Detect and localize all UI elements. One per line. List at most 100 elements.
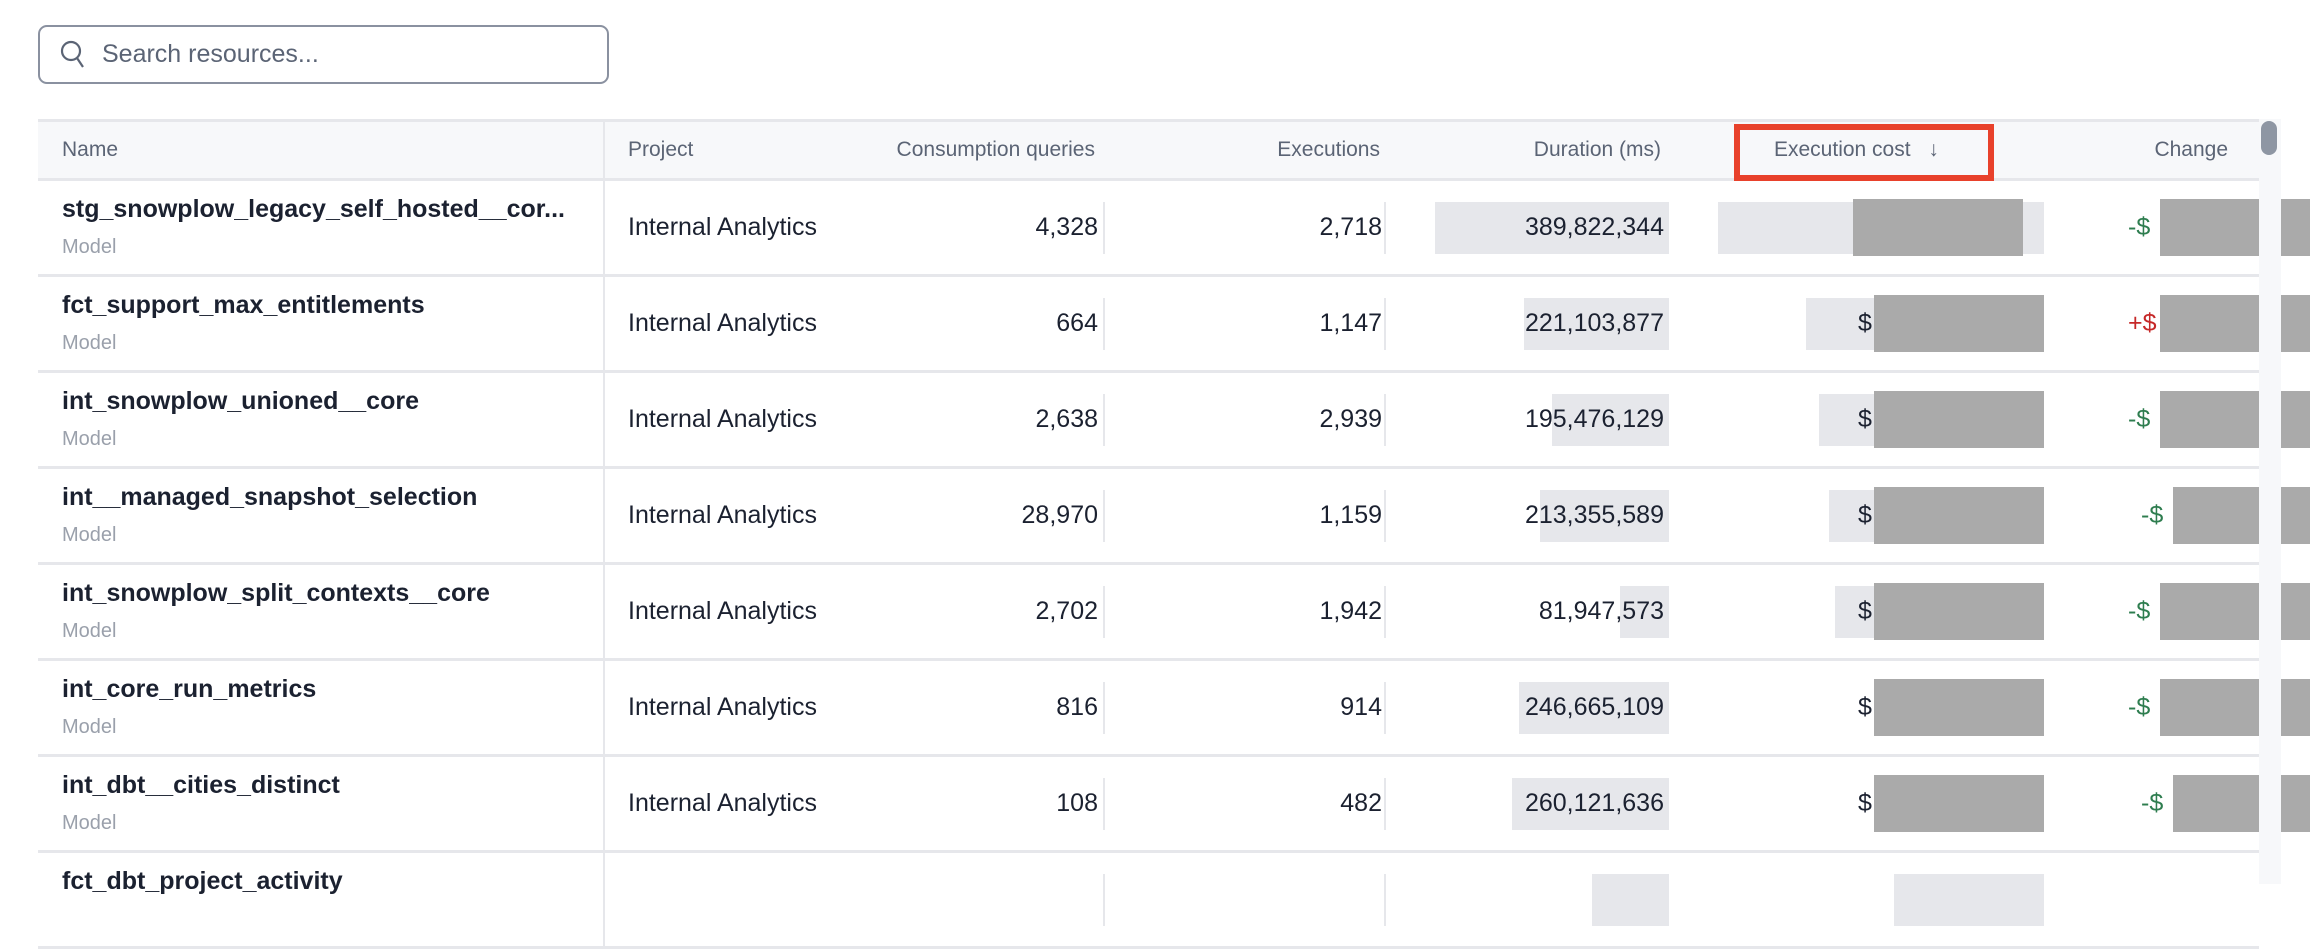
change-cell: -$ — [2128, 405, 2151, 433]
resource-name[interactable]: stg_snowplow_legacy_self_hosted__cor... — [62, 195, 565, 223]
resource-name[interactable]: fct_dbt_project_activity — [62, 867, 343, 895]
executions-cell: 1,159 — [1319, 501, 1382, 529]
column-header-executions[interactable]: Executions — [1277, 138, 1380, 161]
resource-type: Model — [62, 812, 117, 834]
executions-bar — [1384, 202, 1386, 254]
consumption-queries-cell: 816 — [1056, 693, 1098, 721]
redacted-value — [1874, 295, 2044, 352]
redacted-value — [2173, 775, 2310, 832]
execution-cost-cell: $ — [1858, 789, 1872, 817]
resources-table: Name Project Consumption queries Executi… — [38, 119, 2310, 949]
column-divider — [603, 853, 605, 946]
redacted-value — [2160, 391, 2310, 448]
redacted-value — [2160, 199, 2310, 256]
duration-bar — [1512, 778, 1669, 830]
consumption-bar — [1103, 298, 1105, 350]
table-row[interactable]: fct_support_max_entitlements Model Interna… — [38, 277, 2310, 373]
redacted-value — [2173, 487, 2310, 544]
change-cell: -$ — [2128, 693, 2151, 721]
sort-descending-icon: ↓ — [1928, 138, 1939, 161]
duration-bar — [1619, 586, 1669, 638]
resource-name[interactable]: fct_support_max_entitlements — [62, 291, 425, 319]
scrollbar-track[interactable] — [2259, 119, 2281, 884]
consumption-queries-cell: 4,328 — [1035, 213, 1098, 241]
project-cell: Internal Analytics — [628, 789, 817, 817]
table-body: stg_snowplow_legacy_self_hosted__cor... M… — [38, 181, 2310, 949]
duration-bar — [1523, 298, 1669, 350]
column-divider — [603, 757, 605, 850]
table-row[interactable]: int_dbt__cities_distinct Model Internal An… — [38, 757, 2310, 853]
scrollbar-thumb[interactable] — [2261, 121, 2277, 155]
column-divider — [603, 373, 605, 466]
project-cell: Internal Analytics — [628, 405, 817, 433]
consumption-bar — [1103, 778, 1105, 830]
resource-type: Model — [62, 524, 117, 546]
project-cell: Internal Analytics — [628, 213, 817, 241]
consumption-queries-cell: 2,638 — [1035, 405, 1098, 433]
search-box[interactable] — [38, 25, 609, 84]
executions-bar — [1384, 586, 1386, 638]
project-cell: Internal Analytics — [628, 501, 817, 529]
consumption-queries-cell: 108 — [1056, 789, 1098, 817]
change-cell: +$ — [2128, 309, 2157, 337]
search-icon — [60, 40, 84, 68]
change-cell: -$ — [2141, 789, 2164, 817]
resource-name[interactable]: int_core_run_metrics — [62, 675, 317, 703]
table-row[interactable]: int_snowplow_split_contexts__core Model In… — [38, 565, 2310, 661]
redacted-value — [1874, 391, 2044, 448]
search-input[interactable] — [100, 39, 574, 70]
table-row[interactable]: int__managed_snapshot_selection Model Inte… — [38, 469, 2310, 565]
column-header-execution-cost[interactable]: Execution cost ↓ — [1774, 122, 1939, 178]
sort-highlight-box — [1734, 124, 1994, 181]
column-header-execution-cost-label: Execution cost — [1774, 138, 1911, 161]
table-row[interactable]: int_core_run_metrics Model Internal Analyt… — [38, 661, 2310, 757]
column-header-duration[interactable]: Duration (ms) — [1533, 138, 1661, 161]
execution-cost-cell: $ — [1858, 693, 1872, 721]
cost-bar — [1894, 874, 2044, 926]
execution-cost-cell: $ — [1858, 597, 1872, 625]
duration-cell: 221,103,877 — [1524, 309, 1664, 337]
duration-cell: 213,355,589 — [1524, 501, 1664, 529]
executions-cell: 2,718 — [1319, 213, 1382, 241]
executions-cell — [1138, 853, 1382, 946]
column-divider — [603, 565, 605, 658]
consumption-bar — [1103, 394, 1105, 446]
resource-type: Model — [62, 236, 117, 258]
executions-bar — [1384, 490, 1386, 542]
resource-type: Model — [62, 332, 117, 354]
consumption-bar — [1103, 490, 1105, 542]
executions-cell: 1,942 — [1319, 597, 1382, 625]
executions-cell: 482 — [1340, 789, 1382, 817]
duration-cell: 195,476,129 — [1524, 405, 1664, 433]
column-header-consumption-queries[interactable]: Consumption queries — [896, 138, 1095, 161]
project-cell: Internal Analytics — [628, 597, 817, 625]
duration-bar — [1435, 202, 1669, 254]
consumption-queries-cell: 2,702 — [1035, 597, 1098, 625]
column-header-change[interactable]: Change — [2154, 138, 2228, 161]
column-header-project[interactable]: Project — [628, 138, 694, 161]
table-row[interactable]: int_snowplow_unioned__core Model Internal … — [38, 373, 2310, 469]
duration-cell: 246,665,109 — [1524, 693, 1664, 721]
redacted-value — [1853, 199, 2023, 256]
duration-bar — [1540, 490, 1669, 542]
consumption-queries-cell — [898, 853, 1098, 946]
resource-name[interactable]: int_dbt__cities_distinct — [62, 771, 340, 799]
executions-bar — [1384, 778, 1386, 830]
project-cell: Internal Analytics — [628, 693, 817, 721]
duration-bar — [1519, 682, 1669, 734]
change-cell: -$ — [2128, 597, 2151, 625]
column-header-name[interactable]: Name — [62, 138, 119, 161]
resource-name[interactable]: int_snowplow_unioned__core — [62, 387, 419, 415]
redacted-value — [2160, 679, 2310, 736]
project-cell: Internal Analytics — [628, 309, 817, 337]
executions-bar — [1384, 682, 1386, 734]
resource-name[interactable]: int__managed_snapshot_selection — [62, 483, 478, 511]
table-row[interactable]: fct_dbt_project_activity — [38, 853, 2259, 949]
redacted-value — [2160, 295, 2310, 352]
table-row[interactable]: stg_snowplow_legacy_self_hosted__cor... M… — [38, 181, 2310, 277]
change-cell: -$ — [2141, 501, 2164, 529]
consumption-bar — [1103, 202, 1105, 254]
resource-type: Model — [62, 716, 117, 738]
duration-cell: 389,822,344 — [1524, 213, 1664, 241]
resource-name[interactable]: int_snowplow_split_contexts__core — [62, 579, 490, 607]
